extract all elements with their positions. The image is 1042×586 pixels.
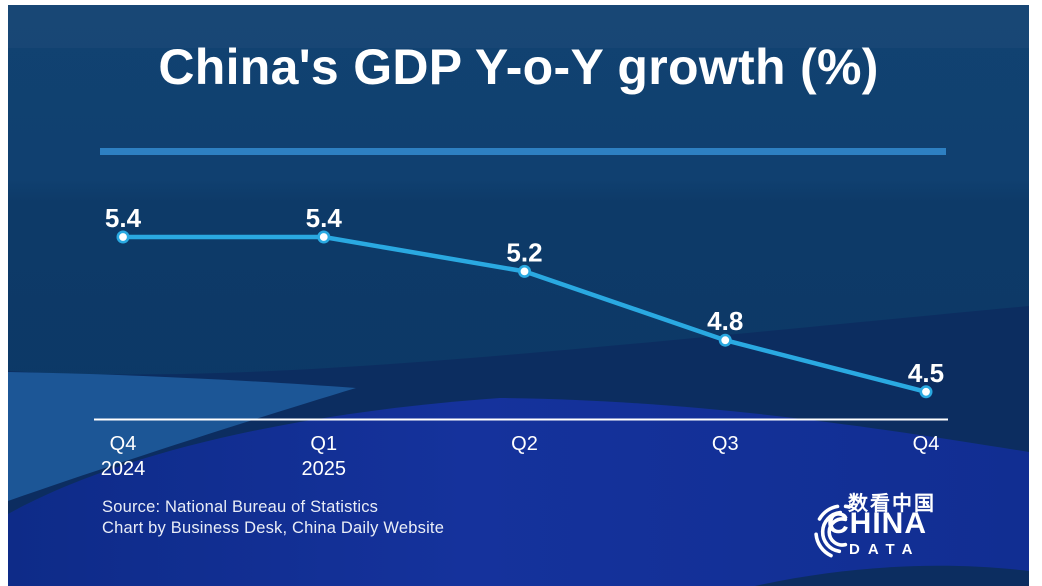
data-point-label: 5.2 <box>506 237 542 267</box>
x-tick-quarter-label: Q4 <box>110 433 137 455</box>
source-block: Source: National Bureau of Statistics Ch… <box>102 497 444 539</box>
x-tick-quarter-label: Q4 <box>913 433 940 455</box>
x-tick-quarter-label: Q1 <box>310 433 337 455</box>
logo-arcs-icon <box>814 504 851 558</box>
data-point-marker <box>517 264 531 278</box>
logo-outer-arc-bottom <box>814 532 833 558</box>
data-point-marker <box>718 333 732 347</box>
data-point-marker <box>317 230 331 244</box>
logo-outer-arc-dot <box>843 504 851 509</box>
logo-middle-arc <box>820 510 843 554</box>
logo-outer-arc-top <box>817 504 840 521</box>
x-tick-quarter-label: Q3 <box>712 433 739 455</box>
steel-blue-wave <box>8 372 356 501</box>
data-point-marker <box>116 230 130 244</box>
royal-blue-wave <box>8 398 1029 586</box>
title-divider-bar <box>100 148 946 155</box>
chart-background <box>8 5 1029 586</box>
source-line: Source: National Bureau of Statistics <box>102 498 379 516</box>
logo-chinese-text: 数看中国 <box>848 491 936 515</box>
logo-sub-text: DATA <box>849 541 921 558</box>
data-point-label: 5.4 <box>306 203 343 233</box>
x-tick-year-label: 2025 <box>302 458 347 480</box>
logo-inner-arc <box>827 517 848 547</box>
data-point-marker <box>919 385 933 399</box>
data-point-label: 4.8 <box>707 306 743 336</box>
x-tick-quarter-label: Q2 <box>511 433 538 455</box>
china-data-logo: 数看中国 CHINA DATA <box>806 486 996 578</box>
data-point-label: 4.5 <box>908 358 944 388</box>
logo-name-text: CHINA <box>827 507 927 540</box>
x-tick-year-label: 2024 <box>101 458 146 480</box>
credit-line: Chart by Business Desk, China Daily Webs… <box>102 519 445 537</box>
background-waves <box>8 306 1029 586</box>
bottom-right-dark-wave <box>755 565 1029 586</box>
data-point-label: 5.4 <box>105 203 142 233</box>
page-title: China's GDP Y-o-Y growth (%) <box>158 39 879 95</box>
